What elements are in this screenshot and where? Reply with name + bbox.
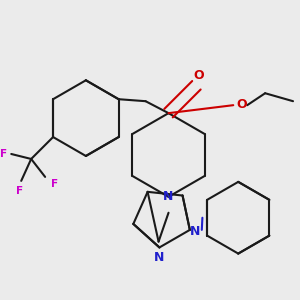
Text: O: O: [193, 69, 204, 82]
Text: N: N: [163, 190, 174, 203]
Text: N: N: [190, 225, 200, 239]
Text: O: O: [236, 98, 247, 111]
Text: F: F: [0, 149, 7, 159]
Text: N: N: [154, 251, 165, 264]
Text: F: F: [50, 179, 58, 189]
Text: F: F: [16, 186, 23, 196]
